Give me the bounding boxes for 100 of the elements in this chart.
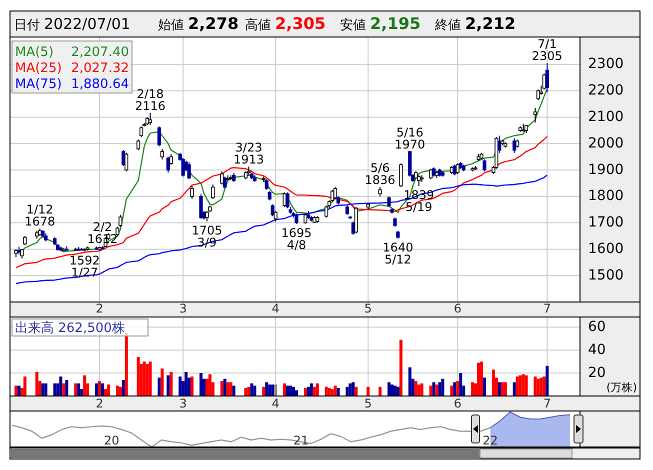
- bar: [223, 378, 226, 396]
- candlestick: [190, 185, 194, 200]
- bar: [432, 382, 436, 396]
- bar: [77, 383, 80, 396]
- bar: [500, 382, 504, 396]
- bar: [414, 381, 418, 396]
- bar: [324, 386, 328, 396]
- candlestick: [452, 164, 456, 176]
- bar: [456, 381, 460, 396]
- text: 始値 2,278: [158, 14, 239, 33]
- candlestick: [482, 158, 486, 172]
- bar: [116, 386, 119, 396]
- bar: [268, 384, 272, 396]
- y-tick-label: 1900: [588, 162, 624, 178]
- bar: [330, 389, 334, 396]
- candlestick: [294, 213, 298, 225]
- text: MA(75) 1,880.64: [15, 77, 129, 92]
- candlestick: [157, 126, 162, 147]
- text: MA(25) 2,027.32: [15, 61, 129, 76]
- candlestick: [428, 168, 433, 180]
- candlestick: [354, 206, 358, 234]
- bar: [59, 376, 62, 396]
- candlestick: [304, 213, 308, 224]
- candlestick: [205, 210, 209, 222]
- bar: [492, 370, 495, 396]
- annotation: 3/23 1913: [233, 140, 264, 167]
- bar: [536, 378, 540, 396]
- bar: [23, 376, 26, 396]
- candlestick: [333, 186, 338, 200]
- bar: [283, 383, 286, 396]
- y-axis-title: (万株): [606, 381, 637, 394]
- bar: [44, 383, 48, 396]
- x-tick-label: 4: [272, 396, 280, 410]
- y-tick-label: 2000: [588, 135, 624, 152]
- bar: [477, 362, 480, 396]
- y-tick-label: 1500: [588, 267, 624, 284]
- bar: [441, 378, 444, 396]
- bar: [160, 368, 164, 396]
- candlestick: [220, 170, 224, 186]
- y-tick-label: 2300: [588, 56, 624, 72]
- x-tick-label: 7: [543, 396, 551, 410]
- candlestick: [536, 88, 540, 101]
- bar: [74, 383, 78, 396]
- x-tick-label: 20: [104, 433, 120, 448]
- bar: [166, 375, 170, 396]
- bar: [388, 382, 391, 396]
- bar: [271, 384, 274, 396]
- bar: [62, 383, 66, 396]
- bar: [158, 378, 161, 396]
- y-tick-label: 1700: [588, 214, 624, 231]
- line-series: [15, 174, 548, 284]
- text: 日付 2022/07/01: [14, 15, 130, 33]
- bar: [534, 376, 537, 396]
- bar: [247, 386, 250, 396]
- x-tick-label: 3: [179, 396, 187, 410]
- bar: [106, 384, 110, 396]
- bar: [417, 384, 420, 396]
- bar: [498, 382, 501, 396]
- bar: [101, 383, 104, 396]
- x-tick-label: 3: [179, 301, 187, 316]
- text: 高値 2,305: [245, 14, 326, 33]
- text: MA(5) 2,207.40: [15, 45, 129, 60]
- bar: [312, 386, 316, 396]
- bar: [334, 386, 337, 396]
- candlestick: [387, 196, 391, 208]
- bar: [429, 386, 432, 396]
- candlestick: [140, 126, 144, 138]
- bar: [208, 374, 212, 396]
- bar: [542, 376, 546, 396]
- y-tick-label: 1600: [588, 241, 624, 258]
- candlestick: [270, 204, 274, 217]
- candlestick: [166, 156, 170, 174]
- annotation: 1640 5/12: [382, 240, 414, 267]
- bar: [396, 386, 400, 396]
- candlestick: [417, 174, 421, 187]
- bar: [310, 383, 313, 396]
- candlestick: [264, 178, 268, 190]
- bar: [378, 386, 382, 396]
- bar: [178, 376, 182, 396]
- bar: [518, 375, 522, 396]
- annotation: 2/18 2116: [134, 86, 166, 113]
- x-tick-label: 4: [272, 301, 280, 316]
- text: 終値 2,212: [434, 14, 516, 33]
- bar: [226, 382, 230, 396]
- bar: [229, 382, 232, 396]
- candlestick: [456, 162, 460, 174]
- candlestick: [211, 184, 215, 200]
- bar: [546, 366, 549, 396]
- bar: [328, 388, 331, 396]
- bar: [512, 382, 516, 396]
- bar: [95, 383, 98, 396]
- candlestick: [20, 248, 24, 259]
- bar: [306, 386, 310, 396]
- bar: [516, 376, 519, 396]
- candlestick: [136, 139, 140, 151]
- x-tick-label: 7: [543, 301, 551, 316]
- candlestick: [274, 210, 278, 222]
- bar: [41, 383, 44, 396]
- bar: [483, 378, 486, 396]
- bar: [348, 383, 352, 396]
